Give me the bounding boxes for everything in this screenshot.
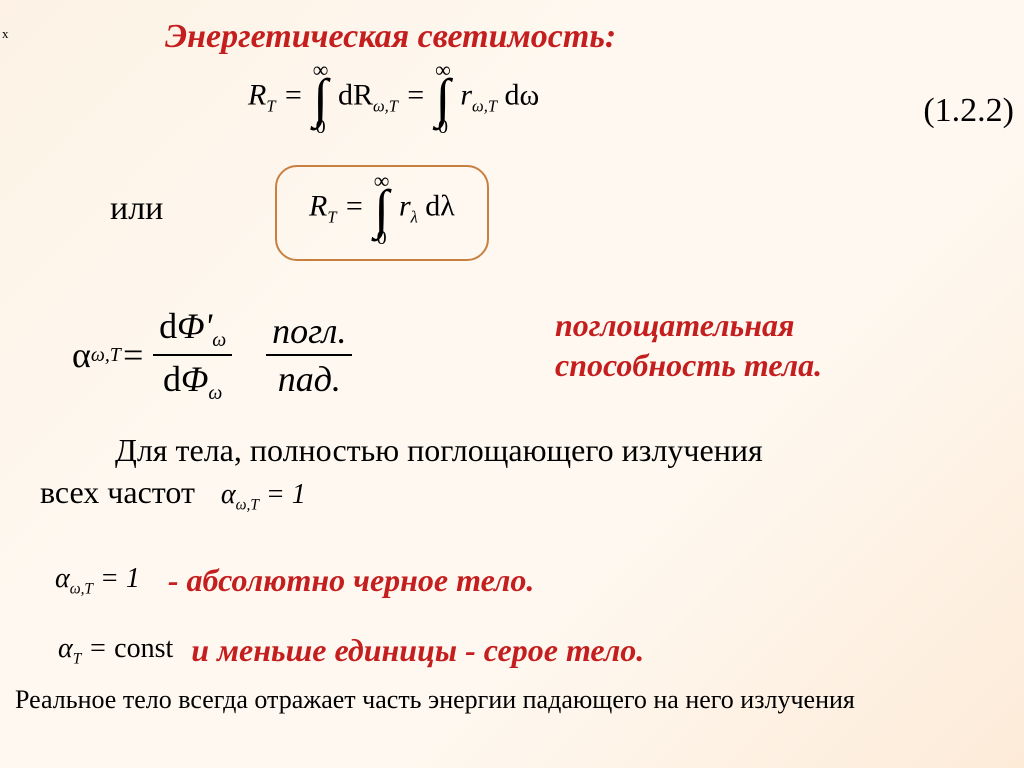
integral-2: ∞ ∫ 0 xyxy=(435,60,451,136)
alpha-inline: α xyxy=(221,479,236,510)
var-alpha: α xyxy=(72,334,91,376)
label-line1: поглощательная xyxy=(555,307,794,343)
d1: d xyxy=(159,306,177,346)
d-omega: dω xyxy=(505,79,540,112)
sub-T2: T xyxy=(327,208,336,227)
formula-lambda: RT = ∞ ∫ 0 rλ dλ xyxy=(309,171,455,247)
sub-wT2: ω,T xyxy=(472,97,497,116)
sub-w1: ω xyxy=(212,329,226,351)
label-blackbody: - абсолютно черное тело. xyxy=(168,562,535,599)
var-R: R xyxy=(248,79,266,112)
alpha3: α xyxy=(58,633,73,664)
eq-inline: = 1 xyxy=(259,479,306,510)
dR: dR xyxy=(338,79,373,112)
equals2: = xyxy=(405,79,433,112)
equals3: = xyxy=(344,190,372,223)
sub-w2: ω xyxy=(208,382,222,404)
equals4: = xyxy=(121,334,145,376)
sub-inline: ω,T xyxy=(236,496,259,513)
formula-luminosity: RT = ∞ ∫ 0 dRω,T = ∞ ∫ 0 rω,T dω xyxy=(248,60,539,136)
integral-sign: ∫ xyxy=(313,80,329,118)
integral-1: ∞ ∫ 0 xyxy=(313,60,329,136)
sub-wT: ω,T xyxy=(373,97,398,116)
alpha2: α xyxy=(55,563,70,594)
label-greybody: и меньше единицы - серое тело. xyxy=(191,632,644,669)
numerator-pogl: погл. xyxy=(266,310,352,356)
equals: = xyxy=(283,79,311,112)
inline-formula-alpha1: αω,T = 1 xyxy=(203,479,306,510)
integral-sign3: ∫ xyxy=(374,191,390,229)
var-r: r xyxy=(460,79,472,112)
footer-text: Реальное тело всегда отражает часть энер… xyxy=(15,685,855,715)
denominator-phi: dΦω xyxy=(153,356,232,405)
label-line2: способность тела. xyxy=(555,347,822,383)
var-r2: r xyxy=(399,190,411,223)
denominator-pad: пад. xyxy=(266,356,352,400)
boxed-formula: RT = ∞ ∫ 0 rλ dλ xyxy=(275,165,489,261)
d2: d xyxy=(163,359,181,399)
sub-alpha3: T xyxy=(73,650,82,667)
sub-lambda: λ xyxy=(411,208,418,227)
phi-prime: Φ' xyxy=(177,306,212,346)
integral-3: ∞ ∫ 0 xyxy=(374,171,390,247)
sub-wT3: ω,T xyxy=(91,344,121,367)
equation-number: (1.2.2) xyxy=(923,92,1014,130)
fraction-phi: dΦ'ω dΦω xyxy=(153,305,232,405)
numerator-phi: dΦ'ω xyxy=(153,305,232,356)
eq-alpha2: = 1 xyxy=(93,563,140,594)
sub-alpha2: ω,T xyxy=(70,580,93,597)
d-lambda: dλ xyxy=(425,190,455,223)
line-greybody: αT = const и меньше единицы - серое тело… xyxy=(58,632,644,669)
body-part1: Для тела, полностью поглощающего излучен… xyxy=(115,432,763,468)
x-mark: x xyxy=(2,26,9,42)
formula-absorption: αω,T = dΦ'ω dΦω погл. пад. xyxy=(72,305,360,405)
eq-alpha3: = xyxy=(81,633,114,664)
label-or: или xyxy=(110,190,163,228)
formula-alpha-const: αT = const xyxy=(58,633,173,669)
integral-sign2: ∫ xyxy=(435,80,451,118)
formula-alpha-one: αω,T = 1 xyxy=(55,563,140,599)
phi: Φ xyxy=(181,359,208,399)
page-title: Энергетическая светимость: xyxy=(165,18,616,56)
var-R2: R xyxy=(309,190,327,223)
body-text: Для тела, полностью поглощающего излучен… xyxy=(40,430,763,515)
line-blackbody: αω,T = 1 - абсолютно черное тело. xyxy=(55,562,534,599)
const-text: const xyxy=(114,633,173,664)
body-part2: всех частот xyxy=(40,474,195,510)
fraction-pogl-pad: погл. пад. xyxy=(266,310,352,400)
sub-T: T xyxy=(266,97,275,116)
label-absorption-capacity: поглощательная способность тела. xyxy=(555,305,822,385)
